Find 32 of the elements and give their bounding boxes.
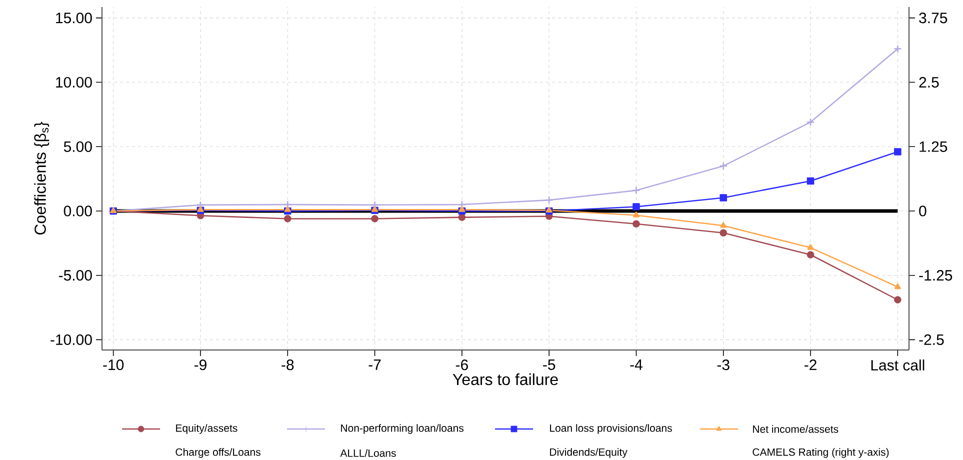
text: Charge offs/Loans [176, 448, 260, 458]
y2-tick-label: 2.5 [919, 76, 939, 88]
x-tick-label: -8 [282, 360, 294, 370]
x-axis-title: Years to failure [452, 373, 558, 386]
x-tick-label: -3 [717, 360, 730, 370]
legend-label: Loan loss provisions/loans [550, 424, 672, 434]
text: ALLL/Loans [340, 449, 396, 457]
x-tick-label: -2 [804, 360, 816, 370]
x-tick-label: -6 [456, 360, 468, 370]
legend-label: Equity/assets [176, 424, 238, 434]
y2-tick-label: 1.25 [920, 141, 948, 152]
y2-tick-label: 0 [919, 206, 926, 216]
y2-tick-label: 3.75 [919, 12, 948, 24]
legend-label: Non-performing loan/loans [341, 424, 464, 434]
x-tick-label: -5 [543, 360, 556, 370]
text: Dividends/Equity [550, 448, 628, 458]
y-tick-label: 5.00 [64, 141, 92, 152]
y-axis-title: Coefficients {β$_{s}$} [34, 122, 50, 235]
y-tick-label: -5.00 [58, 270, 92, 281]
y-tick-label: 0.00 [64, 206, 92, 216]
y-tick-label: 10.00 [56, 76, 92, 88]
x-tick-label: Last call [871, 360, 924, 371]
x-tick-label: -7 [368, 360, 381, 370]
x-tick-label: -4 [630, 360, 642, 370]
y-tick-label: 15.00 [56, 12, 92, 24]
text: CAMELS Rating (right y-axis) [752, 448, 889, 458]
y-tick-label: -10.00 [50, 334, 92, 345]
x-tick-label: -9 [194, 360, 206, 370]
x-tick-label: -10 [103, 360, 124, 370]
y2-tick-label: -2.5 [919, 334, 944, 345]
legend-label: Net income/assets [753, 425, 838, 433]
y2-tick-label: -1.25 [919, 270, 952, 281]
